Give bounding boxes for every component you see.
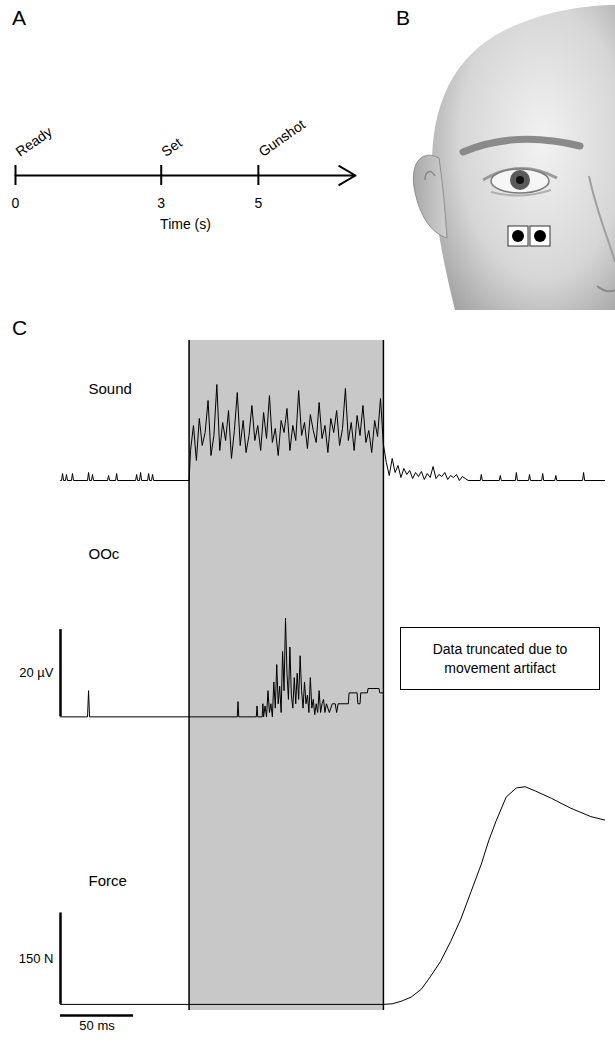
svg-text:Gunshot: Gunshot [255, 116, 308, 160]
html-text:A: A [12, 6, 26, 29]
html-text:Data truncated due to movement: Data truncated due to movement artifact [432, 640, 568, 676]
html-text:C: C [12, 316, 28, 339]
svg-text:Ready: Ready [13, 123, 55, 159]
svg-text:Sound: Sound [89, 380, 132, 397]
svg-text:50 ms: 50 ms [79, 1018, 115, 1033]
svg-text:OOc: OOc [89, 545, 120, 562]
html-text:B: B [396, 6, 410, 29]
svg-text:5: 5 [254, 195, 262, 211]
svg-text:Set: Set [158, 134, 184, 159]
svg-text:Force: Force [89, 872, 127, 889]
svg-text:Time (s): Time (s) [160, 216, 211, 232]
svg-text:0: 0 [12, 195, 20, 211]
svg-text:150 N: 150 N [19, 951, 54, 966]
svg-text:20 µV: 20 µV [19, 665, 54, 680]
svg-text:3: 3 [157, 195, 165, 211]
